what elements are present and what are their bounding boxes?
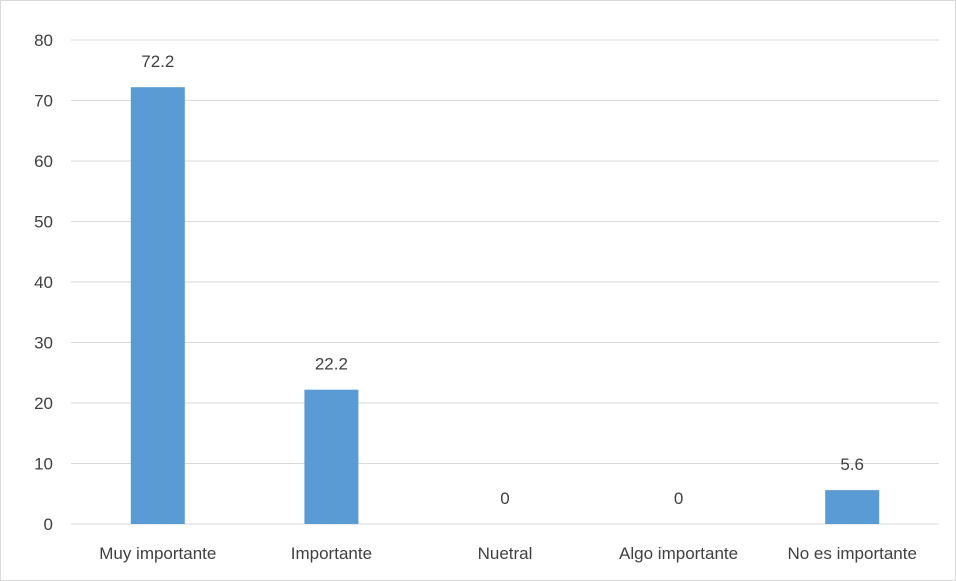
y-tick-label: 40 [34,273,53,292]
y-tick-label: 50 [34,213,53,232]
y-tick-label: 80 [34,31,53,50]
y-axis-ticks: 0 10 20 30 40 50 60 70 80 [34,31,53,534]
y-tick-label: 0 [44,515,53,534]
x-axis-categories: Muy importante Importante Nuetral Algo impo… [99,544,917,563]
data-label-1: 72.2 [141,52,174,71]
data-label-4: 0 [674,489,683,508]
x-category-label-2: Importante [291,544,372,563]
y-tick-label: 30 [34,334,53,353]
y-tick-label: 10 [34,455,53,474]
y-tick-label: 60 [34,152,53,171]
data-label-2: 22.2 [315,355,348,374]
x-category-label-1: Muy importante [99,544,216,563]
x-category-label-3: Nuetral [478,544,533,563]
x-category-label-4: Algo importante [619,544,738,563]
bar-1 [130,87,185,524]
y-tick-label: 20 [34,394,53,413]
grid-lines [71,39,939,525]
data-label-5: 5.6 [840,455,864,474]
data-labels: 72.2 22.2 0 0 5.6 [141,52,864,508]
bars [130,87,880,524]
x-category-label-5: No es importante [787,544,916,563]
bar-2 [304,389,359,524]
y-tick-label: 70 [34,92,53,111]
bar-5 [825,490,880,524]
data-label-3: 0 [500,489,509,508]
